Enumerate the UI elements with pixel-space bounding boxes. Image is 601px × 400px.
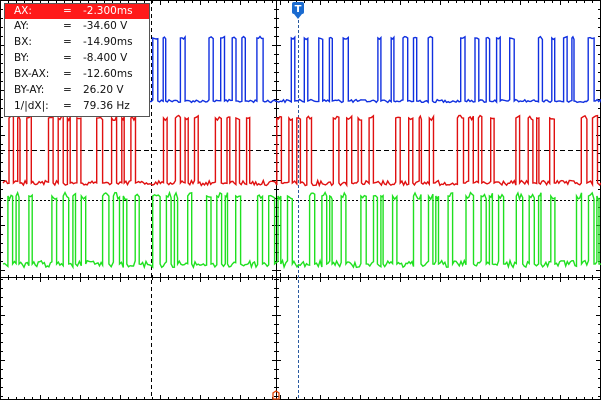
blue-trace [142,35,601,104]
cursor-readout-panel: AX: = -2.300ms AY: = -34.60 V BX: = -14.… [4,3,150,117]
readout-equals: = [63,36,72,48]
readout-equals: = [63,84,72,96]
readout-label: BX: [14,36,32,48]
readout-value: -14.90ms [83,36,133,48]
readout-value: 79.36 Hz [83,100,130,112]
readout-label: BY: [14,52,30,64]
waveform-traces [2,35,601,270]
trigger-marker-icon[interactable] [292,2,304,14]
readout-value: 26.20 V [83,84,124,96]
readout-value: -8.400 V [83,52,128,64]
readout-row-by: BY: = -8.400 V [5,51,149,66]
readout-row-bx: BX: = -14.90ms [5,35,149,50]
time-origin-marker-icon[interactable] [272,390,280,400]
readout-label: AY: [14,20,29,32]
readout-equals: = [63,100,72,112]
readout-label: BX-AX: [14,68,50,80]
markers[interactable]: T [272,2,304,400]
readout-label: 1/|dX|: [14,100,49,112]
readout-row-bx-ax: BX-AX: = -12.60ms [5,67,149,82]
readout-label: AX: [14,5,32,17]
readout-row-ax: AX: = -2.300ms [5,4,149,19]
readout-value: -2.300ms [83,5,133,17]
readout-equals: = [63,68,72,80]
readout-row-frequency: 1/|dX|: = 79.36 Hz [5,99,149,114]
readout-equals: = [63,20,72,32]
red-trace [2,114,601,188]
green-trace [2,190,601,270]
readout-label: BY-AY: [14,84,45,96]
readout-row-by-ay: BY-AY: = 26.20 V [5,83,149,98]
readout-value: -12.60ms [83,68,133,80]
trigger-pointer-icon [294,14,302,19]
readout-value: -34.60 V [83,20,128,32]
readout-row-ay: AY: = -34.60 V [5,19,149,34]
trigger-marker-label: T [295,4,302,15]
readout-equals: = [63,5,72,17]
readout-equals: = [63,52,72,64]
